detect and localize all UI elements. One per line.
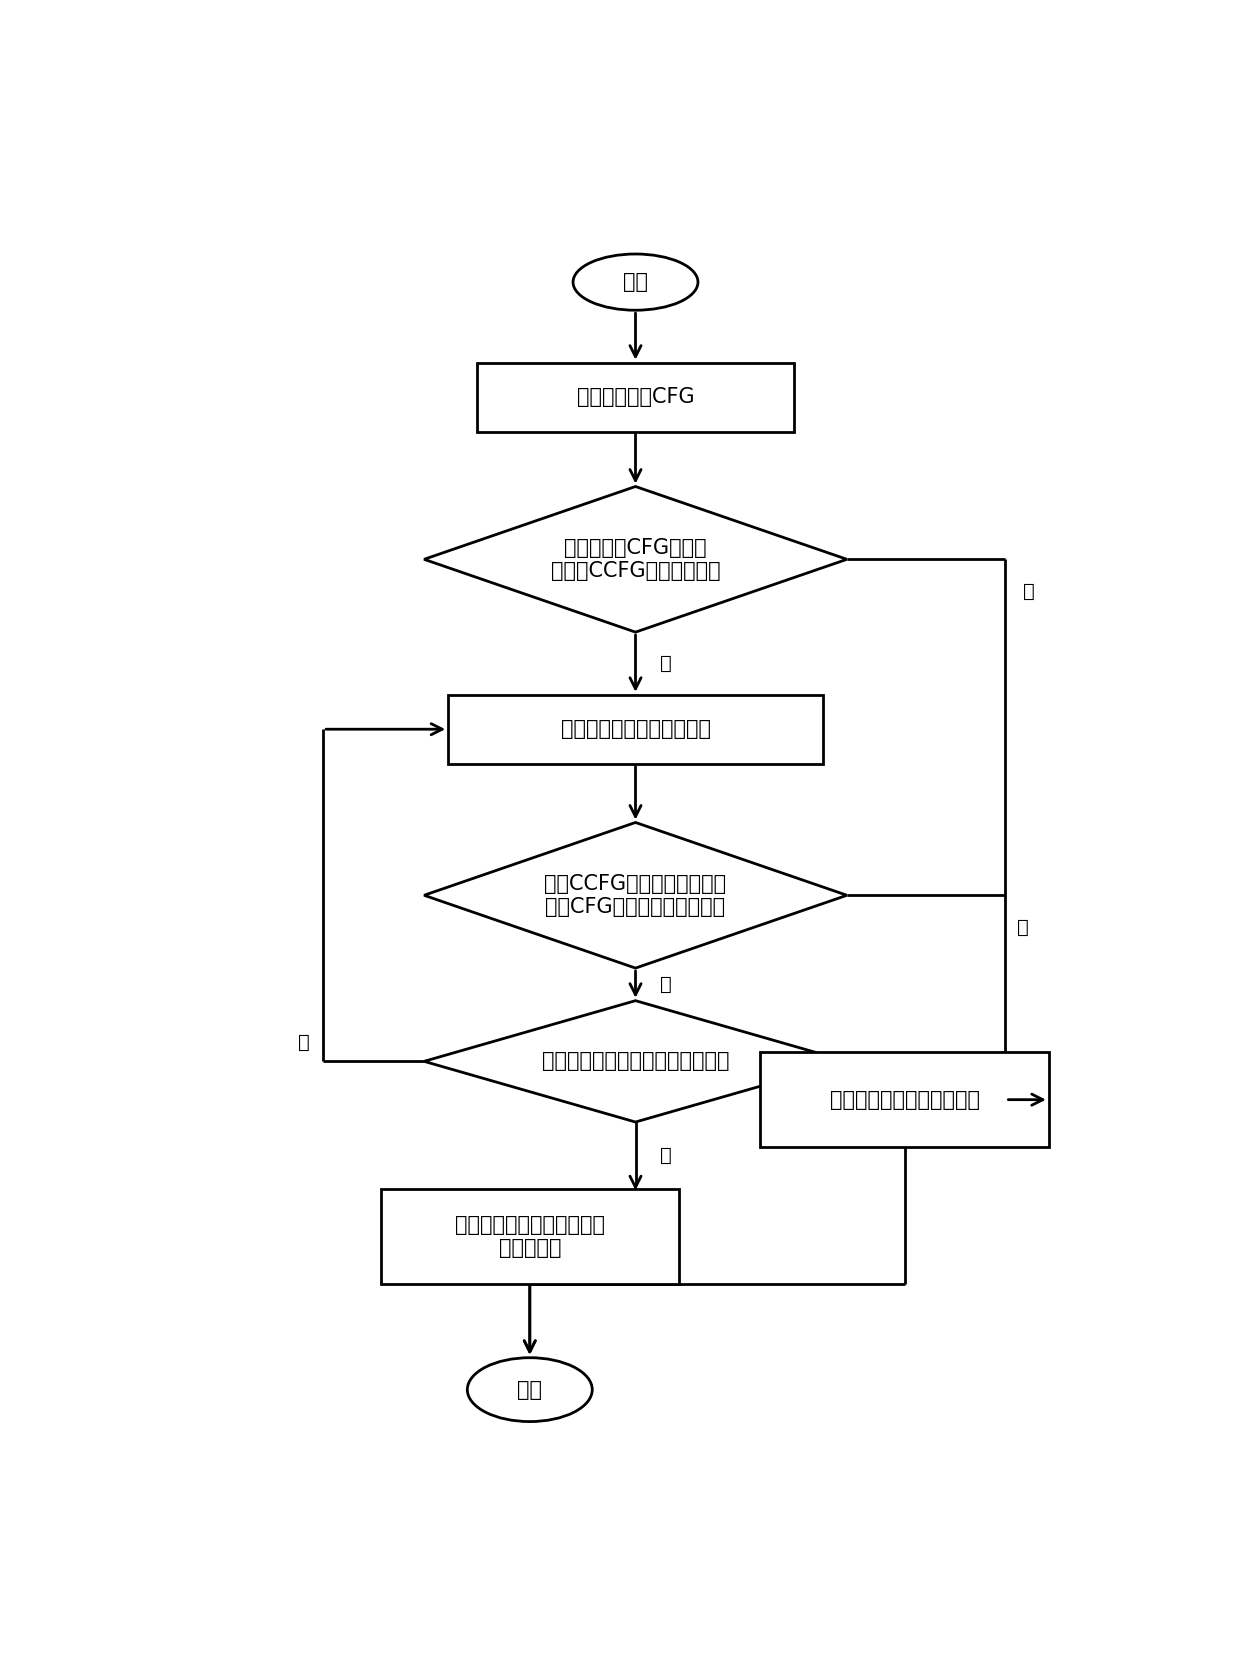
Text: 结束: 结束	[517, 1380, 542, 1400]
Text: 该同构所有节点映射都已进行判断: 该同构所有节点映射都已进行判断	[542, 1052, 729, 1072]
Text: 生成待测程序CFG: 生成待测程序CFG	[577, 387, 694, 406]
Text: 是: 是	[661, 975, 672, 994]
Text: 是: 是	[661, 654, 672, 674]
Text: 开始: 开始	[622, 272, 649, 292]
Text: 判定待测程序不具有该漏洞: 判定待测程序不具有该漏洞	[830, 1090, 980, 1110]
Polygon shape	[424, 823, 847, 969]
Ellipse shape	[573, 254, 698, 310]
FancyBboxPatch shape	[760, 1052, 1049, 1146]
Text: 取该同构中的一对节点映射: 取该同构中的一对节点映射	[560, 720, 711, 740]
Polygon shape	[424, 1000, 847, 1121]
Text: 否: 否	[298, 1032, 310, 1052]
Text: 标记该同构子图为待测程序
候选漏洞核: 标记该同构子图为待测程序 候选漏洞核	[455, 1214, 605, 1258]
Text: 否: 否	[1023, 582, 1034, 601]
Text: 否: 否	[1017, 917, 1029, 937]
FancyBboxPatch shape	[477, 363, 794, 431]
FancyBboxPatch shape	[448, 695, 823, 763]
Ellipse shape	[467, 1357, 593, 1422]
Text: 漏洞CCFG该节点代码是待测
程序CFG对应节点代码的子串: 漏洞CCFG该节点代码是待测 程序CFG对应节点代码的子串	[544, 874, 727, 917]
Text: 在待测程序CFG中存在
与漏洞CCFG核同构的子图: 在待测程序CFG中存在 与漏洞CCFG核同构的子图	[551, 538, 720, 581]
FancyBboxPatch shape	[381, 1190, 678, 1284]
Polygon shape	[424, 486, 847, 632]
Text: 是: 是	[661, 1146, 672, 1165]
